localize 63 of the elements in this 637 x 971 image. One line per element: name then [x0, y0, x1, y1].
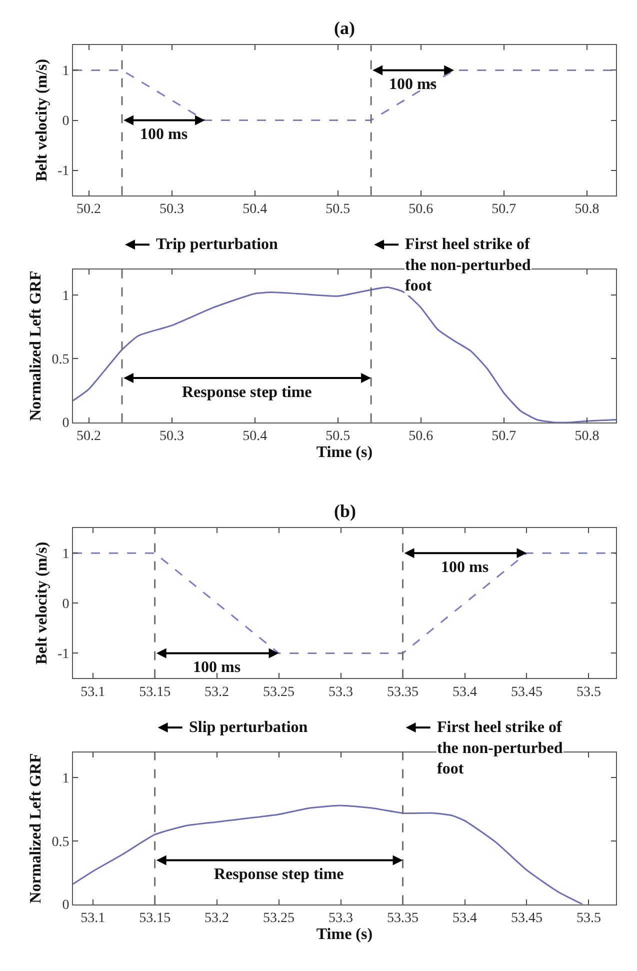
chart-title: (b)	[334, 501, 356, 521]
ref-line-label: First heel strike of the non-perturbed foot	[405, 236, 531, 295]
annotation: 100 ms	[140, 126, 188, 143]
x-tick-label: 50.8	[574, 429, 600, 444]
x-tick-label: 53.2	[204, 911, 230, 926]
annotation: 100 ms	[193, 659, 241, 676]
y-tick-label: 1	[62, 547, 70, 562]
annotation: 100 ms	[389, 76, 437, 93]
annotation: 100 ms	[441, 559, 489, 576]
y-tick-label: 0.5	[52, 834, 70, 850]
x-tick-label: 53.1	[80, 685, 106, 700]
y-axis-title: Normalized Left GRF	[28, 752, 45, 904]
y-tick-label: 1	[62, 288, 70, 304]
chart-title: (a)	[334, 18, 355, 38]
x-axis-title: Time (s)	[316, 926, 373, 944]
x-tick-label: 50.7	[492, 429, 516, 444]
x-tick-label: 50.4	[242, 202, 268, 218]
x-tick-label: 50.3	[160, 429, 184, 444]
x-tick-label: 50.7	[492, 202, 516, 218]
x-tick-label: 50.3	[160, 202, 184, 218]
x-tick-label: 50.6	[408, 429, 434, 444]
x-tick-label: 50.5	[326, 202, 350, 218]
y-tick-label: 0	[62, 416, 70, 432]
x-tick-label: 50.4	[242, 429, 268, 444]
ref-line-label: First heel strike of the non-perturbed foot	[437, 719, 563, 778]
x-axis-title: Time (s)	[316, 444, 373, 462]
x-tick-label: 53.35	[387, 685, 419, 700]
annotation: Response step time	[182, 384, 312, 401]
x-tick-label: 50.2	[76, 429, 102, 444]
ref-line-label: Slip perturbation	[189, 719, 308, 736]
x-tick-label: 53.4	[452, 911, 477, 926]
y-tick-label: -1	[58, 164, 70, 180]
x-tick-label: 53.2	[204, 685, 230, 700]
y-tick-label: 0	[62, 597, 70, 612]
x-tick-label: 50.8	[574, 202, 600, 218]
x-tick-label: 50.5	[326, 429, 350, 444]
y-tick-label: 0.5	[52, 352, 70, 368]
ref-line-label: Trip perturbation	[156, 236, 278, 253]
x-tick-label: 53.15	[139, 685, 171, 700]
x-tick-label: 53.3	[328, 911, 354, 926]
x-tick-label: 53.25	[263, 911, 295, 926]
y-axis-title: Belt velocity (m/s)	[33, 58, 50, 182]
x-tick-label: 53.45	[510, 685, 542, 700]
y-axis-title: Normalized Left GRF	[28, 270, 45, 421]
y-axis-title: Belt velocity (m/s)	[33, 542, 50, 664]
y-tick-label: -1	[58, 647, 70, 662]
y-tick-label: 0	[62, 898, 70, 914]
x-tick-label: 53.5	[576, 685, 601, 700]
x-tick-label: 53.35	[387, 911, 419, 926]
x-tick-label: 53.3	[328, 685, 354, 700]
x-tick-label: 50.2	[76, 202, 102, 218]
x-tick-label: 53.4	[452, 685, 477, 700]
x-tick-label: 50.6	[408, 202, 434, 218]
x-tick-label: 53.15	[139, 911, 171, 926]
x-tick-label: 53.25	[263, 685, 295, 700]
x-tick-label: 53.45	[510, 911, 542, 926]
x-tick-label: 53.5	[576, 911, 601, 926]
y-tick-label: 1	[62, 64, 70, 80]
y-tick-label: 1	[62, 772, 70, 787]
x-tick-label: 53.1	[80, 911, 106, 926]
line-series	[73, 804, 584, 904]
y-tick-label: 0	[62, 114, 70, 130]
annotation: Response step time	[214, 866, 344, 883]
